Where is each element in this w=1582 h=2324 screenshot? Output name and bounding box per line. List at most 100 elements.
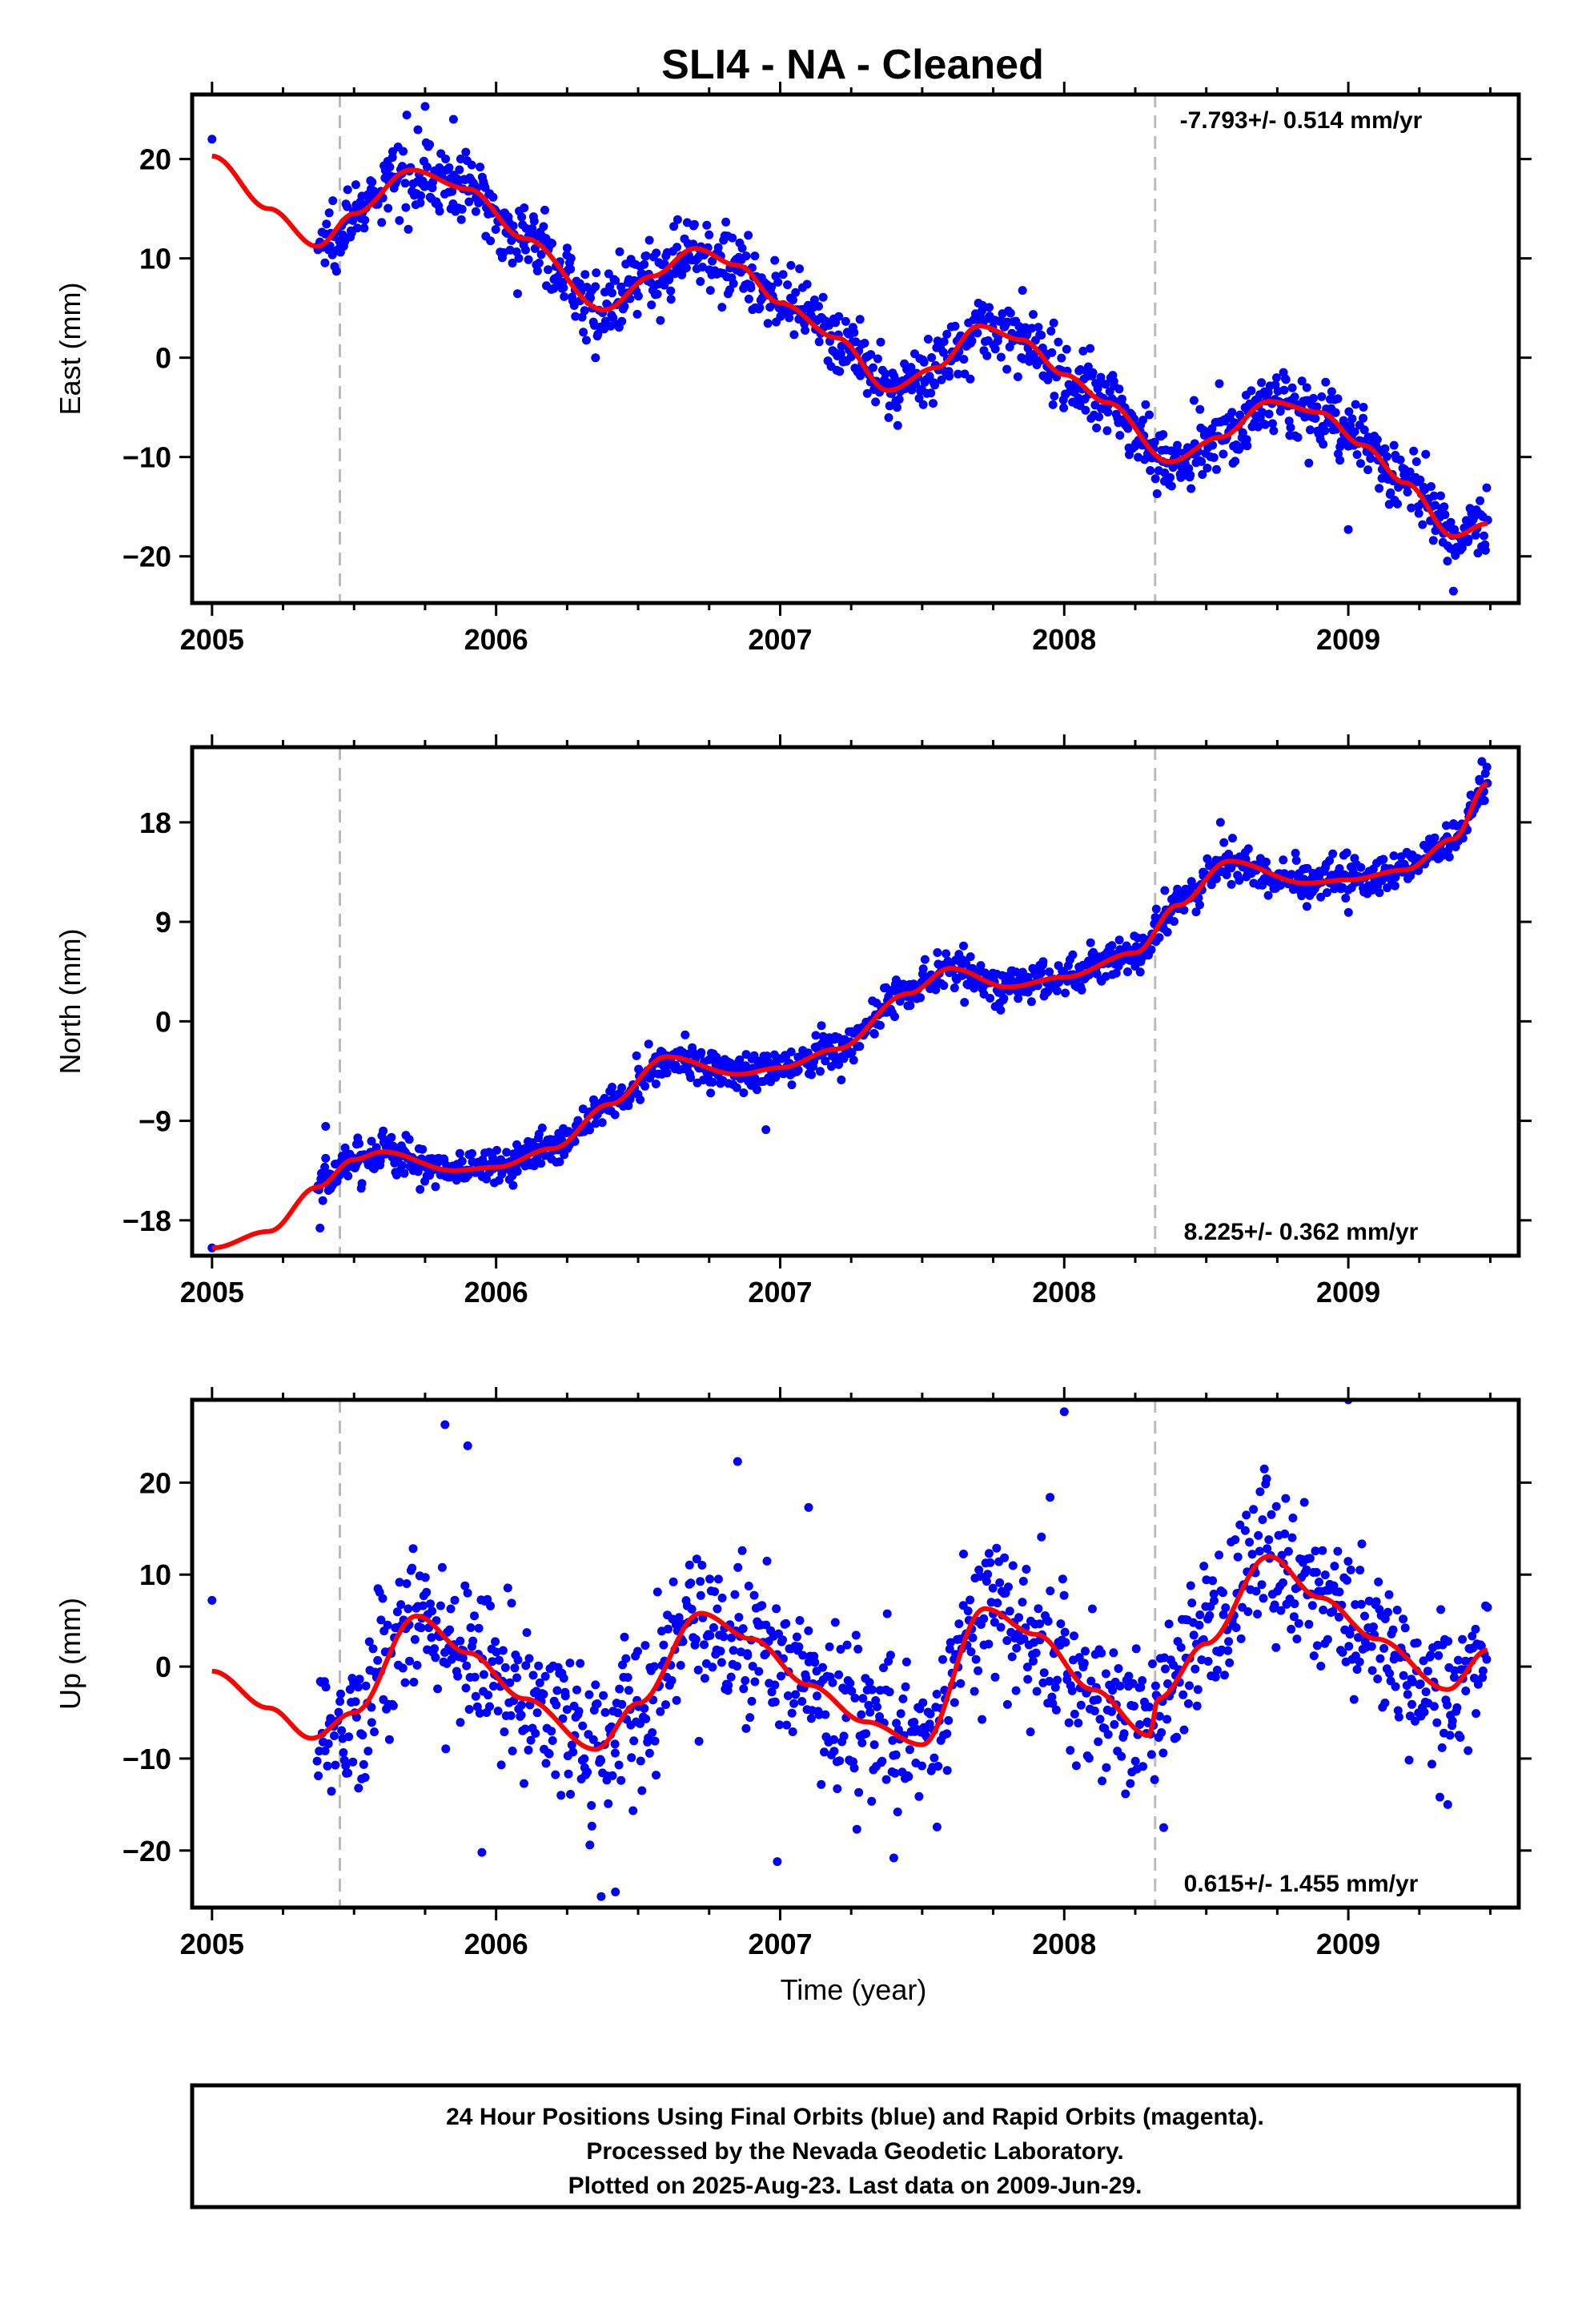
data-point <box>1178 1690 1188 1699</box>
data-point <box>685 1560 694 1570</box>
data-point <box>456 1718 465 1727</box>
data-point <box>786 260 796 270</box>
data-point <box>535 1678 544 1687</box>
data-point <box>1311 414 1320 423</box>
data-point <box>321 1153 331 1163</box>
data-point <box>1307 1601 1317 1610</box>
data-point <box>475 1708 484 1718</box>
data-point <box>1419 1656 1428 1666</box>
y-tick-label: 10 <box>139 1558 171 1591</box>
plot-area <box>207 1400 1492 1908</box>
data-point <box>471 1691 480 1701</box>
data-point <box>856 371 865 380</box>
data-point <box>1146 1750 1156 1759</box>
data-point <box>567 1740 576 1750</box>
data-point <box>656 316 665 325</box>
data-point <box>1288 1514 1298 1522</box>
data-point <box>1442 821 1451 830</box>
data-point <box>1335 1587 1344 1597</box>
data-point <box>437 1562 447 1572</box>
data-point <box>1281 375 1291 384</box>
data-point <box>560 292 569 301</box>
data-point <box>787 1080 797 1090</box>
data-point <box>1399 1614 1408 1624</box>
data-point <box>1115 431 1125 440</box>
data-point <box>508 259 517 267</box>
data-point <box>1002 364 1012 374</box>
north-panel: 2005 2006 2007 2008 2009 −18 −9 0 9 18 North (mm) 8… <box>54 734 1532 1309</box>
data-point <box>1111 968 1121 978</box>
data-point <box>1005 1606 1014 1616</box>
data-point <box>681 263 691 272</box>
data-point <box>1032 1687 1042 1696</box>
data-point <box>1070 1709 1079 1719</box>
data-point <box>835 1756 845 1766</box>
data-point <box>1051 1705 1061 1715</box>
data-point <box>1146 945 1156 955</box>
data-point <box>400 1678 410 1687</box>
data-point <box>1064 1718 1074 1727</box>
data-point <box>418 1144 428 1154</box>
data-point <box>474 1623 484 1633</box>
data-point <box>905 1001 915 1011</box>
data-point <box>1145 410 1154 420</box>
data-point <box>869 1029 879 1039</box>
plot-area <box>207 94 1492 603</box>
data-point <box>767 1687 777 1697</box>
data-point <box>331 267 341 276</box>
data-point <box>1173 884 1182 894</box>
data-point <box>1059 1590 1069 1600</box>
data-point <box>580 270 590 279</box>
data-point <box>782 1720 792 1730</box>
data-point <box>925 1719 934 1729</box>
data-point <box>633 292 643 301</box>
data-point <box>1022 1565 1031 1574</box>
data-point <box>865 1678 874 1687</box>
data-point <box>1176 1642 1186 1652</box>
data-point <box>732 1083 741 1092</box>
data-point <box>990 344 1000 354</box>
x-tick-label: 2006 <box>464 1928 528 1960</box>
data-point <box>1260 420 1270 429</box>
data-point <box>1434 1651 1443 1660</box>
data-point <box>363 1747 373 1756</box>
data-point <box>1208 1576 1218 1586</box>
data-point <box>455 1148 464 1158</box>
data-point <box>821 1710 830 1719</box>
data-point <box>1135 1720 1145 1729</box>
data-point <box>431 1653 440 1663</box>
data-point <box>436 1601 445 1610</box>
data-point <box>1408 1677 1418 1687</box>
data-point <box>1094 412 1104 422</box>
data-point <box>1287 383 1297 392</box>
data-point <box>1101 1669 1110 1679</box>
data-point <box>804 1502 813 1512</box>
data-point <box>1038 957 1048 967</box>
east-panel: 2005 2006 2007 2008 2009 −20 −10 0 10 20 East (mm)… <box>54 82 1532 656</box>
data-point <box>750 251 760 261</box>
data-point <box>906 363 916 372</box>
data-point <box>1086 344 1095 353</box>
data-point <box>615 247 624 256</box>
data-point <box>1117 394 1126 404</box>
data-point <box>1114 1664 1123 1673</box>
data-point <box>1374 1577 1383 1586</box>
data-point <box>741 1723 751 1733</box>
data-point <box>1012 1643 1022 1653</box>
data-point <box>882 1609 892 1618</box>
data-point <box>666 286 676 296</box>
data-point <box>713 1574 723 1584</box>
data-point <box>1330 884 1339 894</box>
data-point <box>821 1056 830 1066</box>
data-point <box>1299 1498 1309 1507</box>
data-point <box>376 1615 386 1625</box>
data-point <box>460 1581 470 1590</box>
data-point <box>353 1683 363 1692</box>
data-point <box>869 363 877 372</box>
data-point <box>814 302 823 311</box>
data-point <box>954 369 963 379</box>
data-point <box>1225 1658 1235 1667</box>
x-tick-label: 2005 <box>180 1928 244 1960</box>
data-point <box>1006 308 1015 318</box>
data-point <box>388 1141 398 1151</box>
